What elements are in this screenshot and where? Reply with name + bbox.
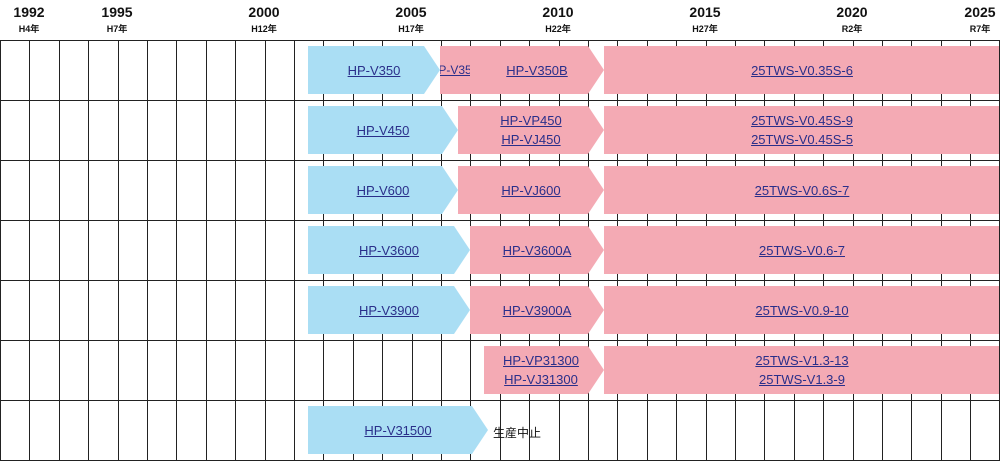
product-link-hp-vj31300[interactable]: HP-VJ31300 [504,372,578,387]
product-link-hp-v3900a[interactable]: HP-V3900A [502,302,572,318]
bar-25tws-v06s-7: 25TWS-V0.6S-7 [604,166,1000,214]
bar-25tws-v06-7: 25TWS-V0.6-7 [604,226,1000,274]
grid-row-line [0,160,1000,161]
product-link-hp-vj600[interactable]: HP-VJ600 [501,182,561,198]
year-label-2000: 2000 [248,4,280,20]
year-label-2015: 2015 [689,4,721,20]
product-link-hp-v350b[interactable]: HP-V350B [506,62,568,78]
product-link-25tws-v045s-5[interactable]: 25TWS-V0.45S-5 [751,132,853,147]
product-link-hp-vj450[interactable]: HP-VJ450 [501,132,561,147]
year-label-2025: 2025 [964,4,996,20]
year-label-1992: 1992 [13,4,45,20]
grid-row-line [0,280,1000,281]
product-link-25tws-v13-13[interactable]: 25TWS-V1.3-13 [755,353,849,368]
era-label-h12: H12年 [251,24,277,34]
grid-column-line [88,40,89,461]
bar-25tws-v045s: 25TWS-V0.45S-9 25TWS-V0.45S-5 [604,106,1000,154]
grid-column-line [176,40,177,461]
product-link-hp-v600[interactable]: HP-V600 [356,182,410,198]
grid-column-line [294,40,295,461]
era-label-h4: H4年 [18,24,40,34]
product-link-hp-v3900[interactable]: HP-V3900 [359,302,419,318]
era-label-r7: R7年 [969,24,991,34]
bar-hp-v350: HP-V350 [308,46,440,94]
product-link-25tws-v035s-6[interactable]: 25TWS-V0.35S-6 [751,62,853,78]
year-label-2005: 2005 [395,4,427,20]
bar-hp-v450: HP-V450 [308,106,458,154]
bar-hp-v31500: HP-V31500 [308,406,488,454]
bar-hp-vp450-vj450: HP-VP450 HP-VJ450 [458,106,604,154]
product-link-25tws-v09-10[interactable]: 25TWS-V0.9-10 [755,302,849,318]
grid-column-line [29,40,30,461]
year-label-2020: 2020 [836,4,868,20]
era-label-h7: H7年 [106,24,128,34]
era-label-r2: R2年 [841,24,863,34]
era-label-h27: H27年 [692,24,718,34]
product-link-hp-v3600[interactable]: HP-V3600 [359,242,419,258]
grid-column-line [59,40,60,461]
year-label-1995: 1995 [101,4,133,20]
bar-25tws-v09-10: 25TWS-V0.9-10 [604,286,1000,334]
bar-hp-v3900a: HP-V3900A [470,286,604,334]
product-link-hp-v3600a[interactable]: HP-V3600A [502,242,572,258]
product-link-hp-v350[interactable]: HP-V350 [347,62,401,78]
grid-column-line [206,40,207,461]
bar-hp-v3600a: HP-V3600A [470,226,604,274]
year-label-2010: 2010 [542,4,574,20]
bar-hp-vp31300-vj31300: HP-VP31300 HP-VJ31300 [484,346,604,394]
bar-hp-v3900: HP-V3900 [308,286,470,334]
product-link-hp-v31500[interactable]: HP-V31500 [364,422,432,438]
product-link-25tws-v06s-7[interactable]: 25TWS-V0.6S-7 [754,182,850,198]
grid-column-line [235,40,236,461]
grid-row-line [0,220,1000,221]
bar-25tws-v13: 25TWS-V1.3-13 25TWS-V1.3-9 [604,346,1000,394]
product-link-hp-vp31300[interactable]: HP-VP31300 [503,353,579,368]
product-link-hp-vp450[interactable]: HP-VP450 [500,113,562,128]
era-label-h17: H17年 [398,24,424,34]
product-link-25tws-v06-7[interactable]: 25TWS-V0.6-7 [759,242,845,258]
product-link-25tws-v045s-9[interactable]: 25TWS-V0.45S-9 [751,113,853,128]
product-link-25tws-v13-9[interactable]: 25TWS-V1.3-9 [759,372,845,387]
grid-row-line [0,400,1000,401]
product-link-hp-v450[interactable]: HP-V450 [356,122,410,138]
bar-hp-vj600: HP-VJ600 [458,166,604,214]
bar-25tws-v035s-6: 25TWS-V0.35S-6 [604,46,1000,94]
grid-row-line [0,100,1000,101]
bar-hp-v600: HP-V600 [308,166,458,214]
grid-column-line [118,40,119,461]
grid-column-line [147,40,148,461]
discontinued-label: 生産中止 [493,426,542,440]
grid-column-line [265,40,266,461]
era-label-h22: H22年 [545,24,571,34]
bar-hp-v3600: HP-V3600 [308,226,470,274]
bar-hp-v350b: HP-V350B [470,46,604,94]
grid-row-line [0,340,1000,341]
